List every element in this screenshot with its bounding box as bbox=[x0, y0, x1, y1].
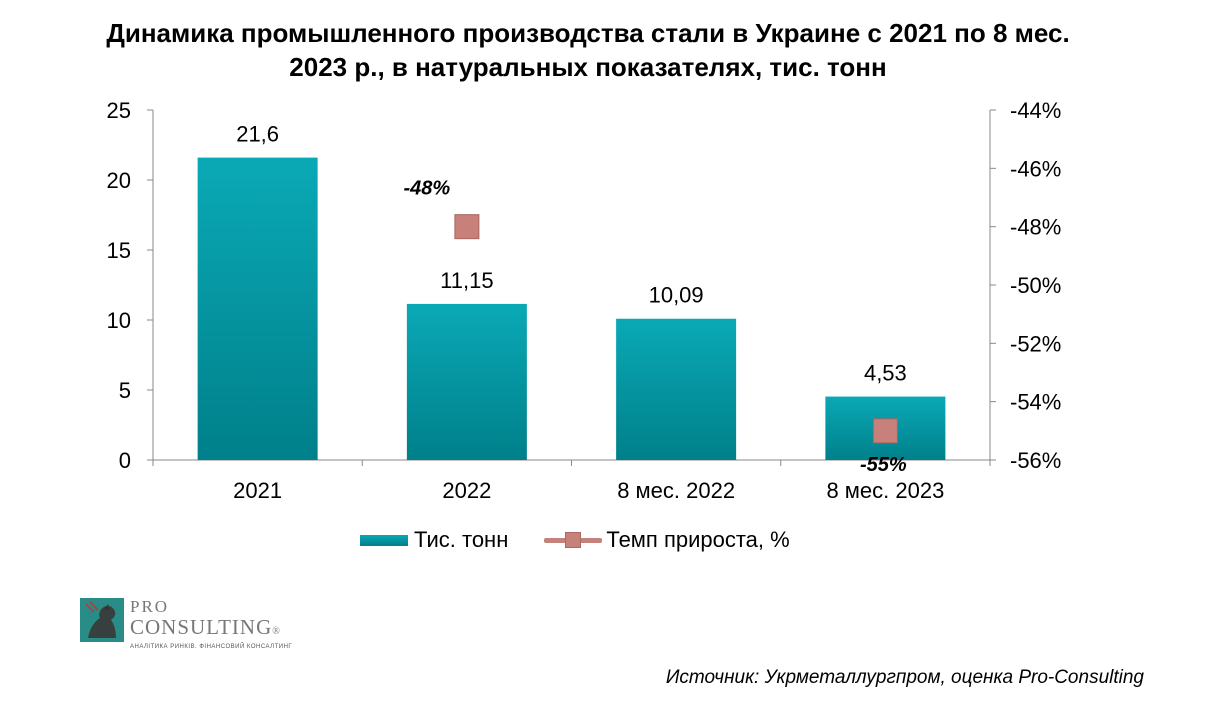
source-note: Источник: Укрметаллургпром, оценка Pro-C… bbox=[665, 667, 1144, 688]
logo-registered-mark: ® bbox=[272, 626, 281, 637]
right-axis-tick-label: -52% bbox=[1010, 331, 1061, 356]
legend-item-growth: Темп прироста, % bbox=[544, 527, 790, 553]
legend-swatch-bars bbox=[360, 534, 408, 546]
left-axis-tick-label: 20 bbox=[107, 168, 131, 193]
x-axis-category-label: 2022 bbox=[442, 478, 491, 503]
legend-label-growth: Темп прироста, % bbox=[606, 527, 790, 552]
x-axis-category-label: 8 мес. 2023 bbox=[826, 478, 944, 503]
bar-2021 bbox=[197, 157, 318, 460]
bar-value-label: 10,09 bbox=[649, 283, 704, 308]
bar-value-label: 11,15 bbox=[440, 268, 493, 293]
chart-title-line-2: 2023 р., в натуральных показателях, тис.… bbox=[289, 52, 887, 82]
chart-title: Динамика промышленного производства стал… bbox=[0, 16, 1176, 84]
right-axis-tick-label: -48% bbox=[1010, 215, 1061, 240]
growth-value-label: -55% bbox=[860, 454, 907, 476]
legend-swatch-growth bbox=[544, 532, 603, 548]
growth-value-label: -48% bbox=[404, 178, 451, 200]
logo-pro-text: PRO bbox=[130, 597, 170, 616]
chart-title-line-1: Динамика промышленного производства стал… bbox=[106, 18, 1070, 48]
horse-emblem-icon bbox=[80, 598, 124, 642]
growth-marker bbox=[872, 418, 898, 444]
bar-2022 bbox=[406, 303, 527, 460]
bar-8-мес--2022 bbox=[616, 318, 737, 460]
x-axis-category-label: 2021 bbox=[233, 478, 282, 503]
left-axis-tick-label: 5 bbox=[119, 378, 131, 403]
bar-value-label: 4,53 bbox=[864, 361, 907, 386]
right-axis-tick-label: -44% bbox=[1010, 98, 1061, 123]
growth-marker bbox=[454, 214, 480, 240]
left-axis-tick-label: 25 bbox=[107, 98, 131, 123]
logo-tagline: АНАЛІТИКА РИНКІВ. ФІНАНСОВИЙ КОНСАЛТИНГ bbox=[130, 644, 293, 650]
left-axis-tick-label: 15 bbox=[107, 238, 131, 263]
left-axis-tick-label: 0 bbox=[119, 448, 131, 473]
right-axis-tick-label: -46% bbox=[1010, 156, 1061, 181]
right-axis-tick-label: -56% bbox=[1010, 448, 1061, 473]
logo-name-text: CONSULTING® bbox=[130, 616, 292, 643]
chart-legend: Тис. тонн Темп прироста, % bbox=[360, 527, 826, 553]
x-axis-category-label: 8 мес. 2022 bbox=[617, 478, 735, 503]
bar-value-label: 21,6 bbox=[236, 122, 279, 147]
legend-label-bars: Тис. тонн bbox=[414, 527, 509, 552]
left-axis-tick-label: 10 bbox=[107, 308, 131, 333]
logo-name-word: CONSULTING bbox=[130, 615, 273, 639]
pro-consulting-logo: PRO CONSULTING® АНАЛІТИКА РИНКІВ. ФІНАНС… bbox=[80, 598, 292, 650]
right-axis-tick-label: -50% bbox=[1010, 273, 1061, 298]
right-axis-tick-label: -54% bbox=[1010, 390, 1061, 415]
legend-item-bars: Тис. тонн bbox=[360, 527, 508, 553]
